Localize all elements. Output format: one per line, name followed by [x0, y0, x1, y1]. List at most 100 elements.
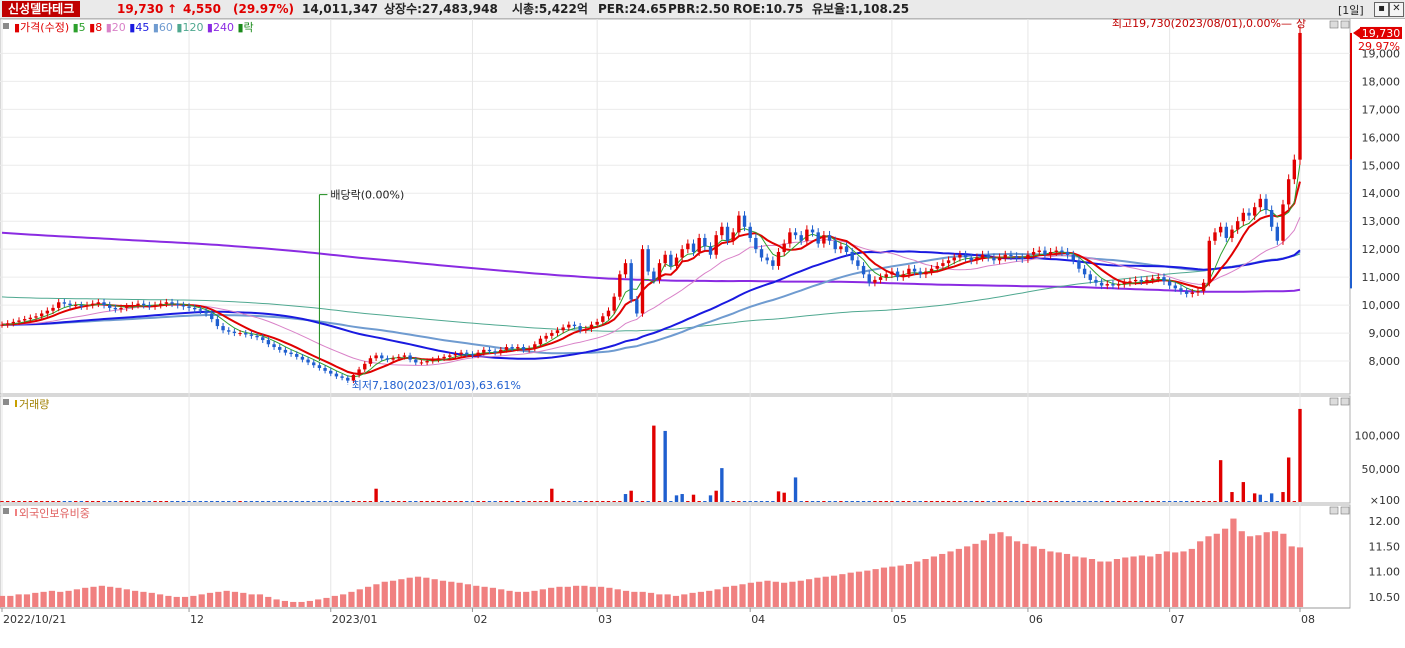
- candle-body: [17, 320, 21, 322]
- volume-bar: [867, 501, 871, 502]
- volume-bar: [1224, 501, 1229, 502]
- candle-body: [487, 349, 492, 352]
- foreign-ratio-bar: [473, 585, 480, 607]
- legend-item[interactable]: ▮락: [234, 21, 254, 34]
- stock-name[interactable]: 신성델타테크: [2, 1, 81, 17]
- legend-item[interactable]: ▮가격(수정): [14, 21, 69, 34]
- foreign-ratio-bar: [273, 599, 280, 607]
- volume-bar: [1292, 501, 1297, 502]
- volume-bar: [232, 501, 237, 502]
- candle-body: [561, 327, 565, 331]
- candle-body: [652, 271, 656, 280]
- foreign-ratio-bar: [564, 586, 571, 607]
- candle-body: [147, 305, 152, 307]
- volume-bar: [351, 501, 356, 502]
- candle-body: [1241, 212, 1246, 222]
- price-tick-label: 10,000: [1362, 299, 1401, 312]
- candle-body: [754, 237, 758, 250]
- foreign-ratio-bar: [448, 581, 455, 607]
- volume-bar: [657, 501, 662, 502]
- foreign-ratio-bar: [789, 581, 796, 607]
- candle-body: [663, 254, 667, 264]
- panel-collapse-icon[interactable]: [3, 399, 9, 405]
- foreign-tick-label: 11.00: [1369, 566, 1401, 579]
- foreign-ratio-bar: [315, 599, 322, 607]
- candle-body: [595, 321, 599, 325]
- foreign-ratio-bar: [1030, 546, 1037, 607]
- volume-bar: [1116, 501, 1121, 502]
- foreign-ratio-bar: [880, 567, 888, 607]
- candle-body: [578, 326, 582, 331]
- candle-body: [113, 307, 118, 310]
- foreign-ratio-bar: [290, 601, 297, 607]
- volume-bar: [686, 501, 690, 502]
- volume-bar: [958, 501, 962, 502]
- close-icon[interactable]: ✕: [1389, 2, 1404, 17]
- panel-collapse-icon[interactable]: [3, 23, 9, 29]
- panel-buttons[interactable]: [1329, 20, 1350, 515]
- price-tick-label: 18,000: [1362, 75, 1401, 88]
- panel-collapse-icon[interactable]: [3, 508, 9, 514]
- ma-5-line: [1, 163, 1301, 378]
- legend-item[interactable]: ▮20: [102, 21, 126, 34]
- foreign-ratio-bar: [1197, 541, 1204, 607]
- candle-body: [731, 232, 735, 241]
- candle-body: [850, 251, 854, 261]
- volume-bar: [754, 501, 758, 502]
- candle-body: [85, 305, 89, 307]
- volume-bar: [159, 501, 163, 502]
- volume-bar: [79, 501, 84, 502]
- legend-item[interactable]: ▮45: [126, 21, 150, 34]
- candle-body: [1235, 221, 1240, 230]
- legend-item[interactable]: ▮60: [149, 21, 173, 34]
- foreign-ratio-bar: [132, 590, 139, 607]
- foreign-ratio-bar: [223, 590, 230, 607]
- candle-body: [958, 254, 962, 258]
- legend-item[interactable]: ▮5: [69, 21, 86, 34]
- per-value: PER:24.65: [598, 2, 667, 16]
- price-tick-label: 15,000: [1362, 159, 1401, 172]
- volume-bar: [102, 501, 106, 502]
- volume-bar: [453, 501, 458, 502]
- volume-bar: [1150, 501, 1155, 502]
- foreign-ratio-bar: [1105, 561, 1112, 607]
- volume-bar: [1190, 501, 1194, 502]
- candle-body: [159, 303, 163, 306]
- volume-bar: [918, 501, 922, 502]
- volume-bar: [147, 501, 152, 502]
- candle-body: [703, 237, 707, 247]
- minimize-icon[interactable]: ▪: [1374, 2, 1389, 17]
- foreign-ratio-bar: [514, 591, 521, 607]
- price-legend: ▮가격(수정) ▮5 ▮8 ▮20 ▮45 ▮60 ▮120 ▮240 ▮락: [3, 21, 254, 34]
- volume-bar: [363, 501, 367, 502]
- legend-item[interactable]: ▮240: [203, 21, 234, 34]
- stock-chart[interactable]: ▮가격(수정) ▮5 ▮8 ▮20 ▮45 ▮60 ▮120 ▮240 ▮락 거…: [0, 19, 1405, 648]
- candle-body: [510, 347, 514, 349]
- volume-bar: [113, 501, 118, 502]
- candle-body: [39, 313, 44, 317]
- candle-body: [1139, 279, 1143, 282]
- volume-bar: [306, 501, 310, 502]
- volume-bar: [1111, 501, 1115, 502]
- candlesticks: [0, 26, 1302, 384]
- period-selector[interactable]: [1일]: [1338, 4, 1364, 17]
- legend-item[interactable]: ▮120: [173, 21, 204, 34]
- volume-bar: [85, 501, 89, 502]
- volume-bar: [521, 501, 526, 502]
- price-tick-label: 14,000: [1362, 187, 1401, 200]
- candle-body: [669, 254, 673, 266]
- candle-body: [640, 249, 645, 314]
- foreign-ratio-bar: [797, 580, 804, 607]
- volume-bar: [833, 501, 837, 502]
- candle-body: [204, 310, 208, 314]
- legend-item[interactable]: ▮8: [86, 21, 103, 34]
- volume-bar: [465, 501, 469, 502]
- candle-body: [96, 302, 101, 304]
- volume-bar: [272, 501, 276, 502]
- volume-bar: [788, 501, 792, 502]
- foreign-ratio-bar: [1180, 551, 1187, 607]
- foreign-ratio-bar: [822, 576, 829, 607]
- foreign-ratio-bar: [581, 585, 588, 607]
- foreign-ratio-bar: [972, 543, 979, 607]
- volume-bar: [946, 501, 951, 502]
